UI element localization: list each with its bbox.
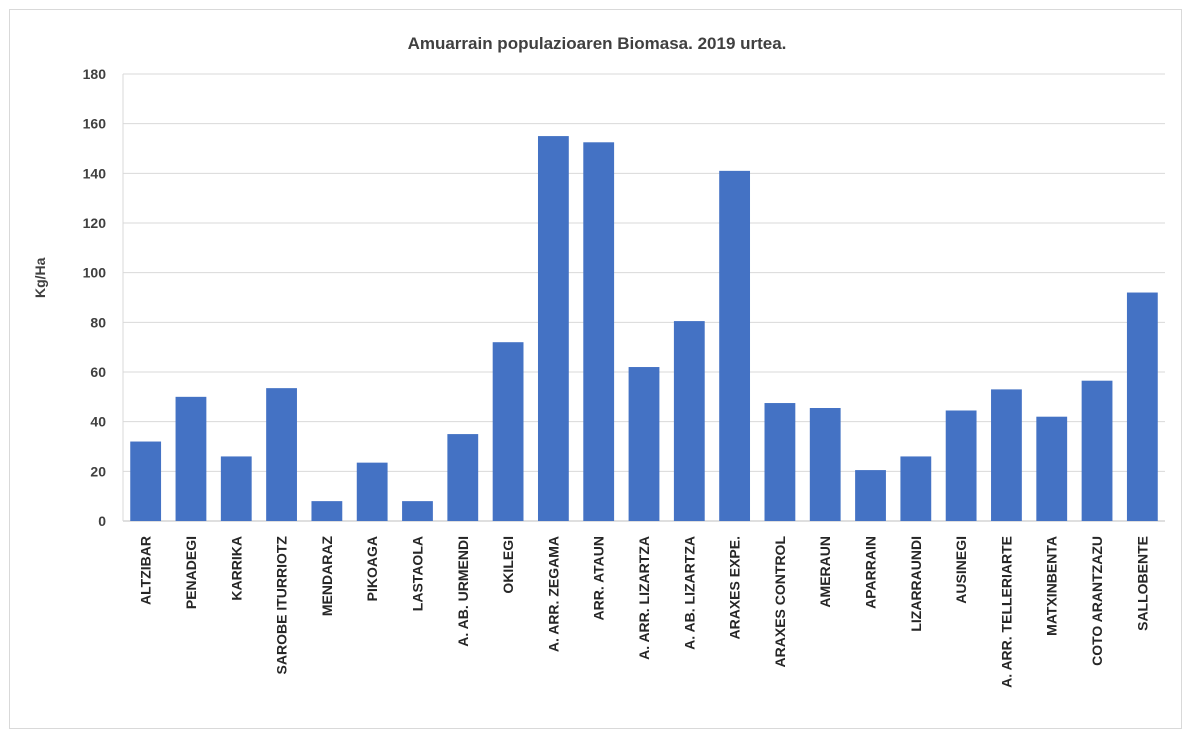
y-tick-label: 0	[98, 513, 106, 529]
x-tick-label: LIZARRAUNDI	[908, 536, 924, 632]
bar	[945, 410, 977, 521]
x-tick-label: A. ARR. LIZARTZA	[636, 536, 652, 660]
x-tick-label: PIKOAGA	[364, 536, 380, 601]
bar	[764, 403, 796, 521]
x-tick-label: ARAXES EXPE.	[727, 536, 743, 639]
x-tick-label: A. ARR. TELLERIARTE	[998, 536, 1014, 688]
bar	[130, 441, 162, 521]
bar	[356, 462, 388, 521]
bar	[1036, 416, 1068, 521]
bar	[673, 321, 705, 521]
x-tick-label: LASTAOLA	[409, 536, 425, 611]
bar	[537, 136, 569, 522]
x-tick-label: ALTZIBAR	[138, 536, 154, 605]
y-tick-label: 60	[90, 364, 106, 380]
bar	[175, 396, 207, 521]
x-tick-label: MATXINBENTA	[1044, 536, 1060, 636]
bar	[719, 170, 751, 521]
y-tick-label: 100	[83, 265, 107, 281]
y-tick-label: 180	[83, 66, 107, 82]
bar	[311, 501, 343, 521]
x-tick-label: ARR. ATAUN	[591, 536, 607, 621]
bar	[1126, 292, 1158, 521]
y-tick-label: 160	[83, 116, 107, 132]
x-tick-label: APARRAIN	[863, 536, 879, 609]
x-tick-label: ARAXES CONTROL	[772, 536, 788, 668]
x-tick-label: MENDARAZ	[319, 536, 335, 617]
y-tick-label: 20	[90, 463, 106, 479]
x-tick-label: COTO ARANTZAZU	[1089, 536, 1105, 666]
y-tick-label: 140	[83, 165, 107, 181]
bar	[447, 434, 479, 521]
x-tick-label: AMERAUN	[817, 536, 833, 608]
bar	[583, 142, 615, 521]
bar	[628, 367, 660, 521]
bar	[855, 470, 886, 521]
bar	[1081, 380, 1113, 521]
x-tick-label: SAROBE ITURRIOTZ	[274, 536, 290, 675]
x-tick-label: A. AB. URMENDI	[455, 536, 471, 647]
y-tick-label: 40	[90, 414, 106, 430]
chart-title: Amuarrain populazioaren Biomasa. 2019 ur…	[407, 34, 787, 53]
bar	[402, 501, 433, 521]
bar	[266, 388, 297, 521]
bar	[492, 342, 524, 521]
bar	[809, 408, 841, 521]
x-tick-label: OKILEGI	[500, 536, 516, 594]
x-tick-label: PENADEGI	[183, 536, 199, 609]
x-tick-label: AUSINEGI	[953, 536, 969, 604]
x-tick-label: A. ARR. ZEGAMA	[545, 536, 561, 652]
x-tick-label: KARRIKA	[228, 536, 244, 601]
bar	[900, 456, 932, 521]
y-tick-label: 80	[90, 314, 106, 330]
bar	[220, 456, 252, 521]
y-tick-label: 120	[83, 215, 107, 231]
x-tick-label: SALLOBENTE	[1134, 536, 1150, 631]
bar	[991, 389, 1022, 521]
x-tick-label: A. AB. LIZARTZA	[681, 536, 697, 650]
